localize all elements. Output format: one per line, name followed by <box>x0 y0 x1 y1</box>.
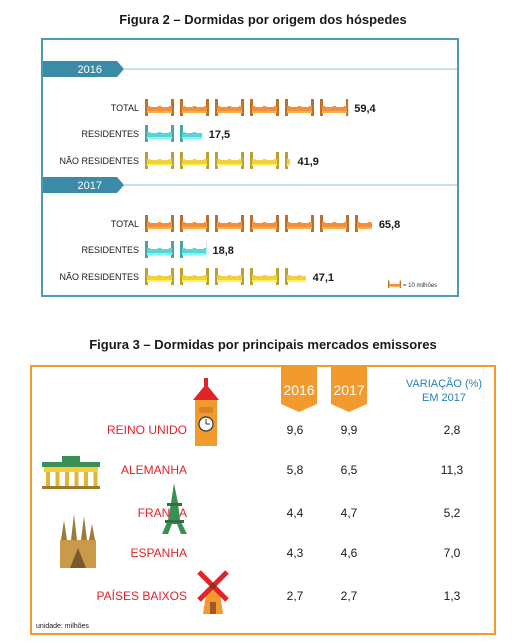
bed-icon <box>180 241 207 258</box>
bed-icon <box>320 99 349 116</box>
bed-icon <box>285 215 314 232</box>
value-2016: 2,7 <box>287 589 304 603</box>
bed-icon <box>145 99 174 116</box>
bed-icon <box>215 268 244 285</box>
value-2017: 4,6 <box>341 546 358 560</box>
bed-icon <box>145 241 174 258</box>
row-label: NÃO RESIDENTES <box>59 272 139 282</box>
bed-icon <box>250 215 279 232</box>
year-banner <box>43 61 124 77</box>
windmill-icon <box>197 570 229 614</box>
bed-icon <box>320 215 349 232</box>
value-variation: 2,8 <box>444 423 461 437</box>
figure3-title: Figura 3 – Dormidas por principais merca… <box>89 337 437 352</box>
bed-icon <box>215 215 244 232</box>
value-variation: 5,2 <box>444 506 461 520</box>
bed-icon <box>180 268 209 285</box>
value-2017: 2,7 <box>341 589 358 603</box>
variation-header-line1: VARIAÇÃO (%) <box>406 377 482 390</box>
value-2016: 4,4 <box>287 506 304 520</box>
bed-icon <box>180 99 209 116</box>
bed-icon <box>250 152 279 169</box>
bed-icon <box>388 280 402 289</box>
data-label: 17,5 <box>209 129 230 141</box>
data-label: 59,4 <box>354 103 376 115</box>
bed-icon <box>180 125 203 142</box>
value-2017: 4,7 <box>341 506 358 520</box>
bed-icon <box>355 215 372 232</box>
bed-icon <box>285 152 290 169</box>
bed-icon <box>180 215 209 232</box>
bed-icon <box>145 152 174 169</box>
bed-icon <box>215 99 244 116</box>
big-ben-icon <box>193 378 219 446</box>
bed-icon <box>180 152 209 169</box>
variation-header-line2: EM 2017 <box>422 392 466 404</box>
value-2016: 9,6 <box>287 423 304 437</box>
country-label: ESPANHA <box>131 546 187 560</box>
figure2-title: Figura 2 – Dormidas por origem dos hóspe… <box>119 12 407 27</box>
bed-icon <box>250 99 279 116</box>
country-label: REINO UNIDO <box>107 423 187 437</box>
year-header-label: 2017 <box>333 382 364 398</box>
brandenburg-gate-icon <box>42 456 100 489</box>
year-header <box>281 367 317 412</box>
value-2016: 5,8 <box>287 463 304 477</box>
bed-icon <box>145 215 174 232</box>
year-header-label: 2016 <box>283 382 314 398</box>
row-label: TOTAL <box>111 103 139 113</box>
sagrada-familia-icon <box>60 514 96 568</box>
bed-icon <box>285 268 307 285</box>
bed-icon <box>215 152 244 169</box>
bed-icon <box>145 268 174 285</box>
year-banner <box>43 177 124 193</box>
value-variation: 7,0 <box>444 546 461 560</box>
bed-icon <box>250 268 279 285</box>
figure2-frame <box>41 38 459 297</box>
country-label: PAÍSES BAIXOS <box>97 588 187 603</box>
year-label: 2017 <box>78 180 102 192</box>
data-label: 65,8 <box>379 219 400 231</box>
value-variation: 1,3 <box>444 589 461 603</box>
value-2017: 6,5 <box>341 463 358 477</box>
legend-label: = 10 milhões <box>403 283 437 289</box>
value-2016: 4,3 <box>287 546 304 560</box>
bed-icon <box>145 125 174 142</box>
figure3-frame <box>30 365 496 635</box>
row-label: NÃO RESIDENTES <box>59 156 139 166</box>
eiffel-tower-icon <box>162 483 187 534</box>
year-label: 2016 <box>78 64 102 76</box>
data-label: 47,1 <box>313 272 334 284</box>
data-label: 18,8 <box>213 245 234 257</box>
row-label: RESIDENTES <box>81 129 139 139</box>
row-label: RESIDENTES <box>81 245 139 255</box>
bed-icon <box>285 99 314 116</box>
unit-note: unidade: milhões <box>36 623 89 630</box>
value-variation: 11,3 <box>441 463 464 477</box>
year-header <box>331 367 367 412</box>
country-label: ALEMANHA <box>121 463 187 477</box>
row-label: TOTAL <box>111 219 139 229</box>
data-label: 41,9 <box>298 156 319 168</box>
value-2017: 9,9 <box>341 423 358 437</box>
